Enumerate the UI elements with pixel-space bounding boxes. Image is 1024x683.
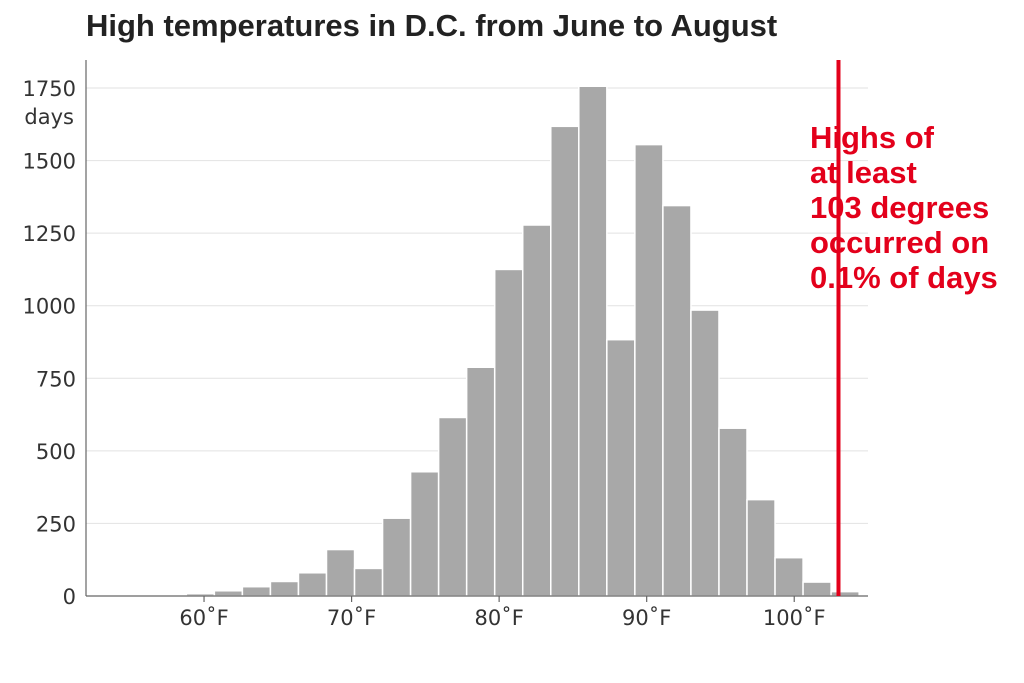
histogram-bar [718,427,748,597]
histogram-bar [381,517,412,597]
chart-title: High temperatures in D.C. from June to A… [86,8,778,43]
annotation-line: occurred on [810,225,990,260]
y-axis-unit-label: days [24,105,74,129]
axes [85,60,868,602]
histogram-bar [690,309,720,597]
histogram-bar [830,590,860,597]
y-tick-label: 1750 [23,77,76,101]
x-tick-label: 80˚F [474,606,523,630]
histogram-bar [774,556,804,597]
histogram-bar [802,581,832,597]
x-tick-label: 60˚F [179,606,228,630]
histogram-bar [746,498,776,597]
annotation-line: 103 degrees [810,190,990,225]
threshold-annotation: Highs of at least 103 degrees occurred o… [810,120,1024,295]
histogram-bar [521,224,552,597]
x-tick-label: 90˚F [622,606,671,630]
histogram-bar [634,143,664,597]
y-tick-labels: 0 250 500 750 1000 1250 1500 1750 [23,77,76,609]
annotation-line: 0.1% of days [810,260,998,295]
annotation-line: Highs of [810,120,934,155]
histogram-bar [578,85,608,597]
histogram-bars [185,85,860,597]
histogram-bar [325,548,356,597]
y-tick-label: 250 [36,512,76,536]
histogram-bar [465,366,496,597]
y-tick-label: 1500 [23,150,76,174]
x-tick-labels: 60˚F 70˚F 80˚F 90˚F 100˚F [179,606,825,630]
histogram-bar [606,338,636,597]
x-tick-label: 100˚F [763,606,826,630]
histogram-bar [353,567,384,597]
histogram-bar [437,416,468,597]
histogram-bar [409,471,440,597]
y-tick-label: 1250 [23,222,76,246]
histogram-bar [241,585,272,597]
histogram-bar [213,590,244,597]
histogram-bar [297,572,328,597]
y-tick-label: 0 [63,585,76,609]
histogram-bar [269,580,300,597]
histogram-bar [493,268,524,597]
y-tick-label: 1000 [23,295,76,319]
y-tick-label: 500 [36,440,76,464]
histogram-bar [662,204,692,597]
annotation-line: at least [810,155,917,190]
histogram-bar [550,125,580,597]
x-tick-label: 70˚F [327,606,376,630]
y-tick-label: 750 [36,367,76,391]
